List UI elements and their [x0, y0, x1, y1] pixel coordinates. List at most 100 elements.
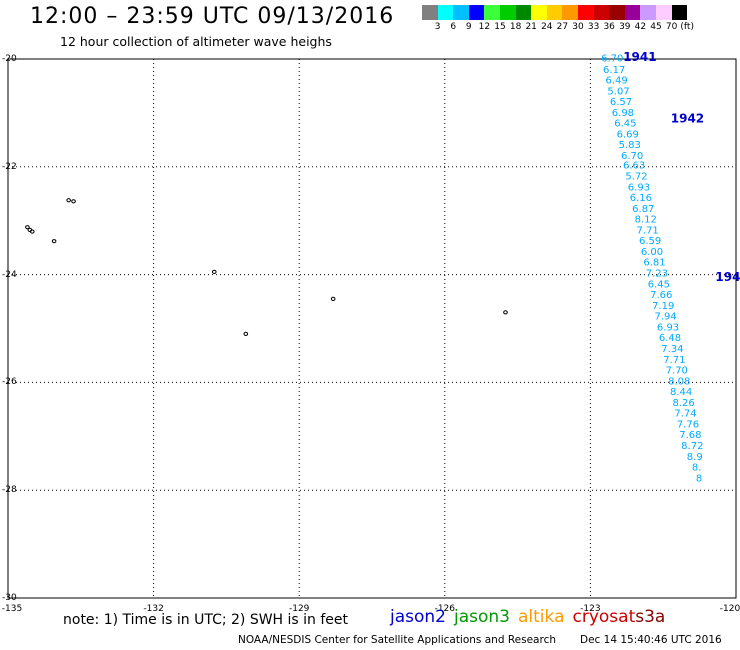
credit-date: Dec 14 15:40:46 UTC 2016	[580, 634, 722, 646]
time-mark: 1942	[671, 111, 704, 125]
colorbar-swatch	[531, 5, 547, 20]
colorbar	[422, 5, 688, 20]
swh-value: 7.71	[637, 225, 659, 236]
swh-value: 7.70	[666, 366, 688, 377]
swh-value: 6.69	[617, 129, 639, 140]
colorbar-labels: 3 6 9 12 15 18 21 24 27 30 33 36 39 42 45 70 (ft)	[422, 22, 740, 34]
swh-value: 8.9	[687, 452, 703, 463]
latitude-tick-label: -26	[2, 377, 17, 388]
longitude-tick-label: -120	[719, 604, 740, 614]
swh-value: 6.17	[603, 65, 625, 76]
swh-value: 8.72	[681, 441, 703, 452]
latitude-tick-label: -28	[2, 485, 17, 496]
swh-value: 5.83	[619, 140, 641, 151]
latitude-tick-label: -22	[2, 161, 17, 172]
swh-value: 7.34	[661, 344, 683, 355]
colorbar-label: 36	[603, 22, 615, 32]
longitude-tick-label: -129	[288, 604, 310, 614]
island-marker	[243, 331, 249, 336]
swh-value: 5.07	[607, 86, 629, 97]
colorbar-label: 70	[665, 22, 678, 32]
island-marker	[211, 269, 217, 275]
colorbar-swatch	[593, 5, 610, 20]
island-marker	[503, 310, 508, 315]
colorbar-swatch	[422, 5, 438, 20]
island-marker	[29, 229, 35, 234]
swh-value: 6.98	[612, 108, 634, 119]
swh-value: 7.23	[646, 269, 668, 280]
colorbar-label: 24	[541, 22, 553, 32]
swh-value: 6.45	[614, 119, 636, 130]
satellite-altika: altika	[518, 607, 565, 627]
colorbar-swatch	[515, 5, 532, 20]
latitude-tick-label: -20	[2, 54, 17, 64]
satellite-jason3: jason3	[454, 607, 510, 627]
swh-value: 7.68	[679, 430, 701, 441]
swh-value: 6.49	[605, 76, 627, 87]
swh-value: 6.48	[659, 333, 681, 344]
map-title: 12:00 – 23:59 UTC 09/13/2016	[30, 4, 395, 29]
satellite-s3a: s3a	[635, 607, 666, 627]
colorbar-swatch	[453, 5, 469, 20]
colorbar-label: 21	[525, 22, 537, 32]
longitude-tick-label: -135	[1, 604, 23, 614]
swh-value: 8.08	[668, 376, 690, 387]
colorbar-swatch	[624, 5, 641, 20]
colorbar-label: 9	[465, 22, 472, 32]
swh-value: 7.76	[677, 419, 699, 430]
colorbar-swatch	[640, 5, 656, 20]
satellite-cryosat: cryosat	[572, 607, 636, 627]
swh-value: 8	[696, 473, 702, 484]
swh-value: 7.74	[674, 409, 696, 420]
swh-value: 8.44	[670, 387, 692, 398]
time-mark: 1941	[623, 50, 656, 64]
swh-value: 7.94	[654, 312, 676, 323]
swh-value: 8.12	[635, 215, 657, 226]
colorbar-label: 15	[494, 22, 506, 32]
swh-value: 6.93	[628, 182, 650, 193]
colorbar-label: 27	[556, 22, 569, 32]
swh-value: 5.72	[625, 172, 647, 183]
swh-value: 7.71	[663, 355, 685, 366]
colorbar-swatch	[671, 5, 688, 20]
swh-value: 6.00	[641, 247, 663, 258]
island-marker	[25, 225, 30, 230]
swh-value: 6.70	[621, 151, 643, 162]
colorbar-swatch	[577, 5, 594, 20]
colorbar-label: 3	[434, 22, 441, 32]
colorbar-label: (ft)	[680, 22, 694, 32]
colorbar-label: 42	[634, 22, 647, 32]
colorbar-swatch	[437, 5, 454, 20]
colorbar-swatch	[562, 5, 578, 20]
colorbar-label: 30	[572, 22, 584, 32]
map-subtitle: 12 hour collection of altimeter wave hei…	[60, 34, 332, 49]
swh-value: 6.93	[657, 322, 679, 333]
colorbar-label: 6	[450, 22, 457, 32]
time-mark: 1943	[715, 270, 740, 284]
colorbar-label: 12	[478, 22, 491, 32]
island-marker	[330, 296, 336, 301]
satellite-jason2: jason2	[390, 607, 446, 627]
island-marker	[51, 239, 57, 244]
colorbar-label: 45	[650, 22, 662, 32]
colorbar-swatch	[655, 5, 672, 20]
latitude-tick-label: -24	[2, 269, 17, 280]
colorbar-swatch	[484, 5, 500, 20]
island-marker	[66, 198, 71, 203]
footer-note: note: 1) Time is in UTC; 2) SWH is in fe…	[63, 612, 349, 628]
swh-value: 7.19	[652, 301, 674, 312]
swh-value: 6.81	[643, 258, 665, 269]
longitude-tick-label: -123	[580, 604, 601, 614]
colorbar-label: 39	[619, 22, 631, 32]
colorbar-label: 18	[509, 22, 522, 32]
island-marker	[71, 199, 76, 204]
latitude-tick-label: -30	[2, 593, 17, 603]
swh-value: 8.	[692, 463, 702, 474]
longitude-tick-label: -126	[434, 604, 456, 614]
swh-value: 6.63	[623, 161, 645, 172]
swh-value: 6.59	[639, 236, 661, 247]
colorbar-label: 33	[587, 22, 600, 32]
swh-value: 6.45	[648, 279, 670, 290]
swh-value: 7.66	[650, 290, 672, 301]
